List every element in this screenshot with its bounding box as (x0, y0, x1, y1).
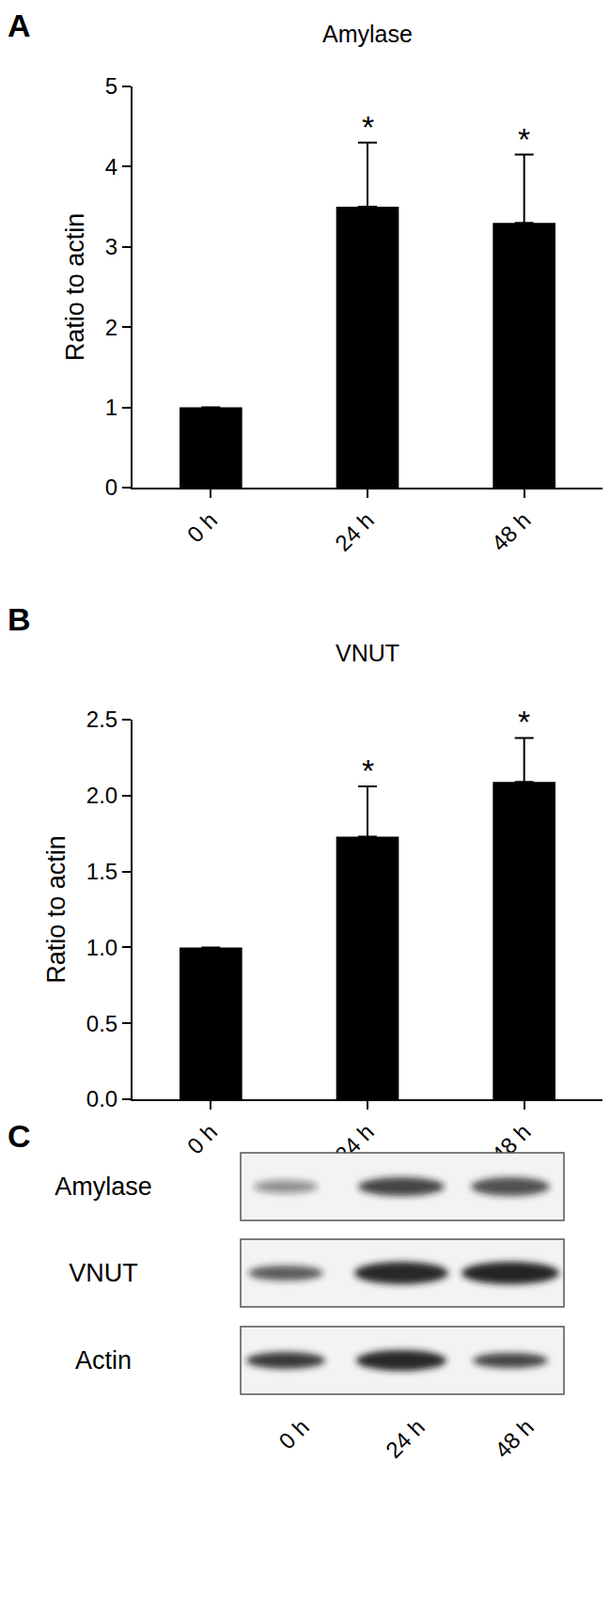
svg-text:48 h: 48 h (489, 1414, 539, 1464)
svg-text:0 h: 0 h (182, 1119, 223, 1160)
html-text:B: B (7, 601, 31, 638)
svg-text:VNUT: VNUT (68, 1259, 139, 1288)
svg-text:0.0: 0.0 (86, 1086, 118, 1112)
svg-text:1.0: 1.0 (86, 935, 118, 961)
svg-text:24 h: 24 h (329, 507, 379, 557)
svg-text:24 h: 24 h (380, 1414, 430, 1464)
svg-text:4: 4 (105, 154, 118, 180)
svg-text:*: * (361, 752, 375, 789)
svg-text:Amylase: Amylase (54, 1173, 153, 1202)
svg-text:2.0: 2.0 (86, 782, 118, 809)
svg-text:5: 5 (105, 73, 118, 99)
svg-text:2: 2 (105, 314, 118, 341)
svg-text:24 h: 24 h (329, 1119, 379, 1169)
svg-text:VNUT: VNUT (335, 640, 400, 667)
html-text:A: A (7, 7, 31, 44)
svg-text:3: 3 (105, 234, 118, 260)
svg-text:48 h: 48 h (486, 1119, 536, 1169)
svg-text:Actin: Actin (75, 1346, 132, 1376)
svg-text:0: 0 (105, 474, 118, 501)
svg-text:0.5: 0.5 (86, 1011, 118, 1037)
svg-text:*: * (517, 121, 531, 157)
svg-text:*: * (517, 703, 531, 740)
svg-text:0 h: 0 h (182, 507, 223, 548)
svg-text:Amylase: Amylase (322, 20, 413, 47)
svg-text:Ratio to actin: Ratio to actin (42, 835, 71, 985)
svg-text:Ratio to actin: Ratio to actin (61, 213, 90, 362)
svg-text:1.5: 1.5 (86, 859, 118, 885)
svg-text:1: 1 (105, 394, 118, 421)
svg-text:*: * (361, 109, 375, 145)
svg-text:48 h: 48 h (486, 507, 536, 557)
svg-text:0 h: 0 h (273, 1414, 314, 1455)
svg-text:2.5: 2.5 (86, 706, 118, 733)
html-text:C: C (7, 1118, 31, 1155)
